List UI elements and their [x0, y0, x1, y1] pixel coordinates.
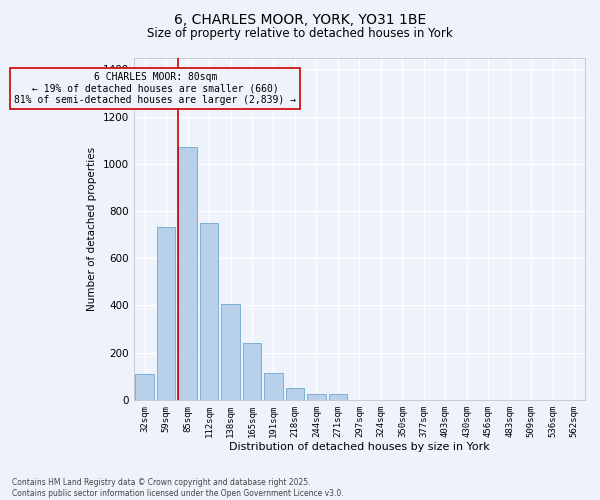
Text: Contains HM Land Registry data © Crown copyright and database right 2025.
Contai: Contains HM Land Registry data © Crown c…: [12, 478, 344, 498]
Text: 6 CHARLES MOOR: 80sqm
← 19% of detached houses are smaller (660)
81% of semi-det: 6 CHARLES MOOR: 80sqm ← 19% of detached …: [14, 72, 296, 105]
X-axis label: Distribution of detached houses by size in York: Distribution of detached houses by size …: [229, 442, 490, 452]
Y-axis label: Number of detached properties: Number of detached properties: [87, 146, 97, 310]
Bar: [136, 374, 154, 400]
Text: 6, CHARLES MOOR, YORK, YO31 1BE: 6, CHARLES MOOR, YORK, YO31 1BE: [174, 12, 426, 26]
Bar: [178, 147, 197, 400]
Bar: [221, 304, 239, 400]
Bar: [265, 372, 283, 400]
Bar: [307, 394, 326, 400]
Bar: [286, 388, 304, 400]
Bar: [157, 228, 175, 400]
Text: Size of property relative to detached houses in York: Size of property relative to detached ho…: [147, 28, 453, 40]
Bar: [329, 394, 347, 400]
Bar: [243, 343, 261, 400]
Bar: [200, 223, 218, 400]
